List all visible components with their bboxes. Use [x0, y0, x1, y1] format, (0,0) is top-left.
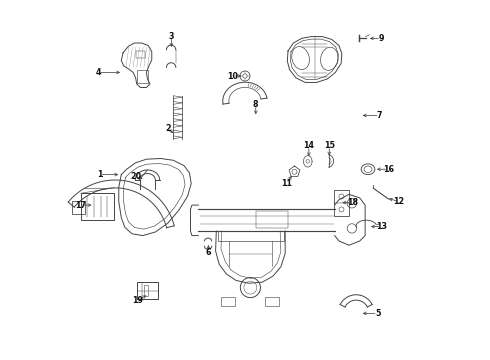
- Text: 6: 6: [206, 248, 211, 257]
- Text: 10: 10: [227, 72, 238, 81]
- Text: 8: 8: [253, 100, 259, 109]
- Text: 11: 11: [281, 179, 292, 188]
- Text: 4: 4: [95, 68, 101, 77]
- Text: 7: 7: [377, 111, 382, 120]
- Text: 12: 12: [393, 197, 405, 206]
- Text: 14: 14: [303, 141, 314, 150]
- Text: 5: 5: [375, 309, 380, 318]
- Text: 13: 13: [376, 222, 387, 231]
- Text: 3: 3: [169, 32, 174, 41]
- Text: 1: 1: [97, 170, 102, 179]
- Text: 16: 16: [383, 165, 394, 174]
- Text: 9: 9: [378, 34, 384, 43]
- Text: 2: 2: [165, 123, 171, 132]
- Text: 17: 17: [75, 201, 86, 210]
- Text: 18: 18: [347, 198, 358, 207]
- Text: 19: 19: [133, 296, 144, 305]
- Text: 20: 20: [130, 172, 141, 181]
- Text: 15: 15: [324, 141, 335, 150]
